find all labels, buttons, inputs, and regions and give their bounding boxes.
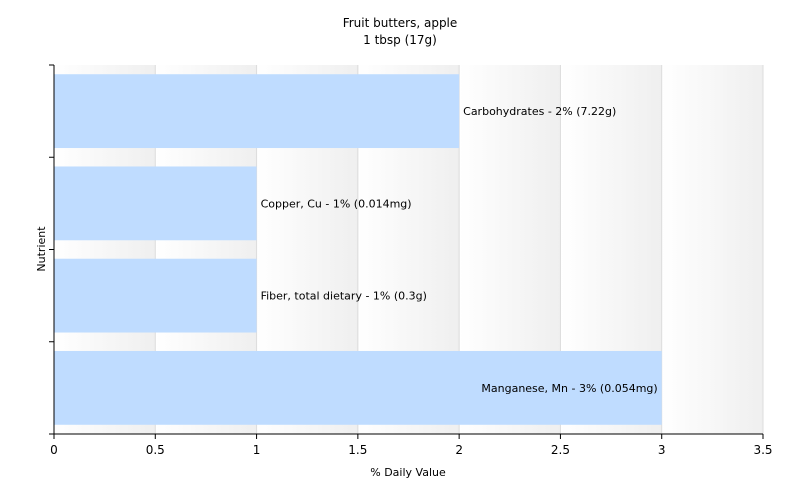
bar-label: Carbohydrates - 2% (7.22g) <box>463 105 616 118</box>
chart-title: Fruit butters, apple <box>343 16 458 30</box>
bar-label: Copper, Cu - 1% (0.014mg) <box>261 197 412 210</box>
axes: 0 0.5 1 1.5 2 2.5 3 3.5 <box>49 64 773 457</box>
x-tick-label: 0.5 <box>146 443 165 457</box>
x-axis-label: % Daily Value <box>370 466 446 479</box>
x-tick-label: 3.5 <box>753 443 772 457</box>
bar-labels: Carbohydrates - 2% (7.22g) Copper, Cu - 1… <box>261 105 658 395</box>
x-tick-label: 1 <box>253 443 261 457</box>
bar <box>54 258 257 333</box>
bar-label: Manganese, Mn - 3% (0.054mg) <box>481 382 657 395</box>
plot-band <box>661 65 763 434</box>
bar-label: Fiber, total dietary - 1% (0.3g) <box>261 290 427 303</box>
x-tick-label: 3 <box>658 443 666 457</box>
x-tick-label: 0 <box>50 443 58 457</box>
bar-series <box>54 74 662 425</box>
chart-subtitle: 1 tbsp (17g) <box>363 33 437 47</box>
bar <box>54 74 460 149</box>
bar <box>54 350 662 425</box>
x-tick-label: 1.5 <box>348 443 367 457</box>
bar <box>54 166 257 241</box>
y-axis-label: Nutrient <box>35 226 48 272</box>
x-tick-label: 2.5 <box>551 443 570 457</box>
x-tick-label: 2 <box>455 443 463 457</box>
